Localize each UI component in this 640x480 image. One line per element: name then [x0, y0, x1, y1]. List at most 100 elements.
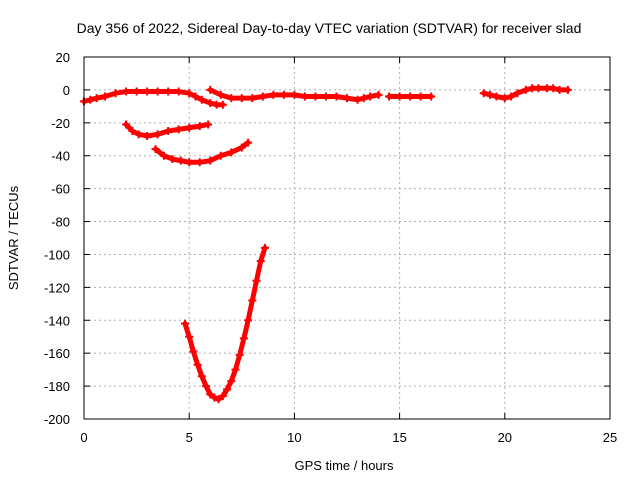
data-point — [218, 391, 227, 400]
data-point — [214, 395, 223, 404]
data-point — [164, 87, 173, 96]
data-point — [252, 276, 261, 285]
data-point — [300, 92, 309, 101]
data-point — [206, 85, 215, 94]
data-point — [227, 377, 236, 386]
data-point — [197, 95, 206, 104]
data-point — [206, 156, 215, 165]
y-tick-label: -80 — [51, 215, 70, 230]
series-line-seg7 — [182, 245, 268, 402]
y-axis-label: SDTVAR / TECUs — [6, 185, 21, 290]
data-point — [176, 156, 185, 165]
data-point — [231, 365, 240, 374]
data-point — [256, 257, 265, 266]
data-point — [235, 350, 244, 359]
data-point — [216, 151, 225, 160]
y-tick-label: -120 — [44, 280, 70, 295]
data-point — [248, 296, 257, 305]
data-point — [244, 138, 253, 147]
data-point — [244, 316, 253, 325]
data-point — [366, 92, 375, 101]
data-point — [416, 92, 425, 101]
data-point — [128, 127, 137, 136]
x-tick-label: 10 — [287, 430, 301, 445]
data-point — [427, 92, 436, 101]
data-point — [500, 94, 509, 103]
data-point — [185, 158, 194, 167]
data-point — [101, 92, 110, 101]
data-point — [159, 151, 168, 160]
data-point — [227, 94, 236, 103]
data-point — [191, 92, 200, 101]
data-point — [122, 120, 131, 129]
data-point — [195, 122, 204, 131]
data-point — [555, 85, 564, 94]
data-point — [311, 92, 320, 101]
data-point — [492, 92, 501, 101]
data-point — [204, 120, 213, 129]
x-tick-label: 25 — [603, 430, 617, 445]
y-tick-label: -140 — [44, 313, 70, 328]
data-point — [168, 155, 177, 164]
y-tick-label: -40 — [51, 149, 70, 164]
y-tick-label: -160 — [44, 346, 70, 361]
data-point — [486, 90, 495, 99]
data-point — [248, 94, 257, 103]
data-point — [134, 130, 143, 139]
data-point — [174, 87, 183, 96]
data-point — [164, 127, 173, 136]
data-point — [202, 382, 211, 391]
data-point — [143, 87, 152, 96]
data-point — [218, 100, 227, 109]
data-point — [321, 92, 330, 101]
y-tick-label: -60 — [51, 182, 70, 197]
data-point — [239, 334, 248, 343]
data-point — [206, 99, 215, 108]
data-point — [353, 95, 362, 104]
data-point — [197, 372, 206, 381]
data-point — [343, 94, 351, 103]
data-point — [385, 92, 394, 101]
data-point — [185, 89, 194, 98]
data-point — [143, 131, 152, 140]
data-point — [534, 84, 543, 93]
data-point — [185, 332, 194, 341]
data-point — [374, 90, 383, 99]
x-tick-label: 5 — [186, 430, 193, 445]
x-tick-label: 15 — [392, 430, 406, 445]
grid — [83, 56, 611, 420]
data-point — [153, 130, 162, 139]
data-point — [174, 125, 183, 134]
y-tick-label: -20 — [51, 116, 70, 131]
data-point — [111, 89, 120, 98]
data-point — [195, 158, 204, 167]
data-point — [185, 123, 194, 132]
data-point — [395, 92, 404, 101]
tick-labels: 0 5 10 15 20 25 20 0 -20 -40 -60 -80 -100 -120 -140 -16… — [44, 50, 617, 445]
data-point — [563, 85, 572, 94]
data-point — [210, 393, 219, 402]
x-tick-label: 20 — [498, 430, 512, 445]
data-point — [189, 347, 198, 356]
data-point — [132, 87, 141, 96]
data-point — [521, 85, 530, 94]
y-tick-label: -200 — [44, 412, 70, 427]
y-tick-label: 0 — [63, 83, 70, 98]
data-point — [223, 385, 232, 394]
data-marks — [80, 84, 572, 404]
x-tick-label: 0 — [80, 430, 87, 445]
data-point — [237, 143, 246, 152]
data-point — [92, 94, 101, 103]
data-point — [227, 148, 236, 157]
data-point — [180, 319, 189, 328]
data-point — [193, 360, 202, 369]
x-axis-label: GPS time / hours — [295, 458, 394, 473]
data-point — [269, 90, 278, 99]
data-point — [151, 145, 160, 154]
chart-title: Day 356 of 2022, Sidereal Day-to-day VTE… — [77, 20, 582, 36]
data-point — [290, 90, 299, 99]
data-point — [258, 92, 267, 101]
series-line-seg5 — [123, 121, 211, 139]
data-point — [122, 87, 131, 96]
